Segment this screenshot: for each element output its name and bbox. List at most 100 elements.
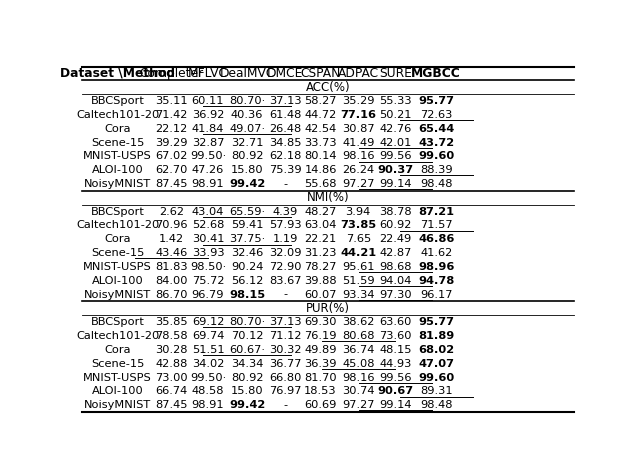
- Text: 42.88: 42.88: [156, 359, 188, 369]
- Text: 77.16: 77.16: [340, 110, 376, 120]
- Text: 45.08: 45.08: [342, 359, 374, 369]
- Text: 98.16: 98.16: [342, 372, 374, 383]
- Text: 60.92: 60.92: [380, 220, 412, 231]
- Text: 43.46: 43.46: [156, 248, 188, 258]
- Text: Caltech101-20: Caltech101-20: [76, 110, 159, 120]
- Text: 26.48: 26.48: [269, 124, 301, 134]
- Text: 51.59: 51.59: [342, 276, 374, 286]
- Text: 66.80: 66.80: [269, 372, 301, 383]
- Text: 40.36: 40.36: [231, 110, 263, 120]
- Text: 96.79: 96.79: [192, 290, 224, 299]
- Text: 80.92: 80.92: [231, 152, 264, 161]
- Text: 69.12: 69.12: [192, 317, 224, 327]
- Text: 30.28: 30.28: [156, 345, 188, 355]
- Text: 34.85: 34.85: [269, 138, 301, 147]
- Text: 41.49: 41.49: [342, 138, 374, 147]
- Text: MGBCC: MGBCC: [412, 67, 461, 80]
- Text: 47.07: 47.07: [418, 359, 454, 369]
- Text: MNIST-USPS: MNIST-USPS: [83, 262, 152, 272]
- Text: 61.48: 61.48: [269, 110, 301, 120]
- Text: 84.00: 84.00: [156, 276, 188, 286]
- Text: 51.51: 51.51: [191, 345, 224, 355]
- Text: 80.14: 80.14: [304, 152, 337, 161]
- Text: 63.60: 63.60: [380, 317, 412, 327]
- Text: Cora: Cora: [104, 345, 131, 355]
- Text: 58.27: 58.27: [304, 96, 337, 106]
- Text: 42.01: 42.01: [380, 138, 412, 147]
- Text: 99.14: 99.14: [380, 179, 412, 189]
- Text: 99.60: 99.60: [418, 372, 454, 383]
- Text: 81.89: 81.89: [418, 331, 454, 341]
- Text: 42.87: 42.87: [380, 248, 412, 258]
- Text: 96.17: 96.17: [420, 290, 452, 299]
- Text: NoisyMNIST: NoisyMNIST: [84, 290, 151, 299]
- Text: 95.77: 95.77: [418, 96, 454, 106]
- Text: 98.91: 98.91: [191, 179, 224, 189]
- Text: 86.70: 86.70: [156, 290, 188, 299]
- Text: 70.12: 70.12: [231, 331, 264, 341]
- Text: 81.83: 81.83: [156, 262, 188, 272]
- Text: 2.62: 2.62: [159, 206, 184, 217]
- Text: 68.02: 68.02: [418, 345, 454, 355]
- Text: 42.76: 42.76: [380, 124, 412, 134]
- Text: 75.39: 75.39: [269, 165, 301, 175]
- Text: 47.26: 47.26: [192, 165, 224, 175]
- Text: 71.42: 71.42: [156, 110, 188, 120]
- Text: 32.09: 32.09: [269, 248, 301, 258]
- Text: CSPAN: CSPAN: [300, 67, 340, 80]
- Text: 36.39: 36.39: [304, 359, 337, 369]
- Text: 48.58: 48.58: [192, 386, 224, 396]
- Text: 26.24: 26.24: [342, 165, 374, 175]
- Text: 56.12: 56.12: [231, 276, 263, 286]
- Text: 81.70: 81.70: [304, 372, 337, 383]
- Text: 38.78: 38.78: [379, 206, 412, 217]
- Text: 75.72: 75.72: [192, 276, 224, 286]
- Text: 60.67·: 60.67·: [229, 345, 265, 355]
- Text: 44.72: 44.72: [305, 110, 337, 120]
- Text: -: -: [284, 179, 287, 189]
- Text: 60.69: 60.69: [305, 400, 337, 410]
- Text: 42.54: 42.54: [305, 124, 337, 134]
- Text: Completer: Completer: [140, 67, 204, 80]
- Text: 30.74: 30.74: [342, 386, 374, 396]
- Text: 65.44: 65.44: [418, 124, 454, 134]
- Text: 49.89: 49.89: [304, 345, 337, 355]
- Text: 90.37: 90.37: [378, 165, 413, 175]
- Text: 1.42: 1.42: [159, 234, 184, 244]
- Text: 71.57: 71.57: [420, 220, 452, 231]
- Text: 69.74: 69.74: [192, 331, 224, 341]
- Text: Caltech101-20: Caltech101-20: [76, 220, 159, 231]
- Text: 32.71: 32.71: [231, 138, 264, 147]
- Text: 66.74: 66.74: [156, 386, 188, 396]
- Text: 80.68: 80.68: [342, 331, 374, 341]
- Text: 73.60: 73.60: [380, 331, 412, 341]
- Text: 87.21: 87.21: [418, 206, 454, 217]
- Text: 36.77: 36.77: [269, 359, 301, 369]
- Text: 98.48: 98.48: [420, 179, 452, 189]
- Text: 57.93: 57.93: [269, 220, 301, 231]
- Text: 65.59·: 65.59·: [229, 206, 265, 217]
- Text: 76.19: 76.19: [304, 331, 337, 341]
- Text: 15.80: 15.80: [231, 386, 264, 396]
- Text: 55.68: 55.68: [304, 179, 337, 189]
- Text: 39.29: 39.29: [156, 138, 188, 147]
- Text: 78.58: 78.58: [156, 331, 188, 341]
- Text: -: -: [284, 400, 287, 410]
- Text: 44.21: 44.21: [340, 248, 376, 258]
- Text: 98.15: 98.15: [229, 290, 265, 299]
- Text: ALOI-100: ALOI-100: [92, 276, 143, 286]
- Text: NoisyMNIST: NoisyMNIST: [84, 179, 151, 189]
- Text: Scene-15: Scene-15: [91, 359, 145, 369]
- Text: 37.75·: 37.75·: [229, 234, 265, 244]
- Text: 88.39: 88.39: [420, 165, 452, 175]
- Text: NoisyMNIST: NoisyMNIST: [84, 400, 151, 410]
- Text: Dataset \Method: Dataset \Method: [60, 67, 175, 80]
- Text: 37.13: 37.13: [269, 96, 301, 106]
- Text: 48.15: 48.15: [380, 345, 412, 355]
- Text: 72.90: 72.90: [269, 262, 301, 272]
- Text: 55.33: 55.33: [379, 96, 412, 106]
- Text: NMI(%): NMI(%): [307, 191, 349, 204]
- Text: DMCE: DMCE: [267, 67, 303, 80]
- Text: 1.19: 1.19: [273, 234, 298, 244]
- Text: MNIST-USPS: MNIST-USPS: [83, 372, 152, 383]
